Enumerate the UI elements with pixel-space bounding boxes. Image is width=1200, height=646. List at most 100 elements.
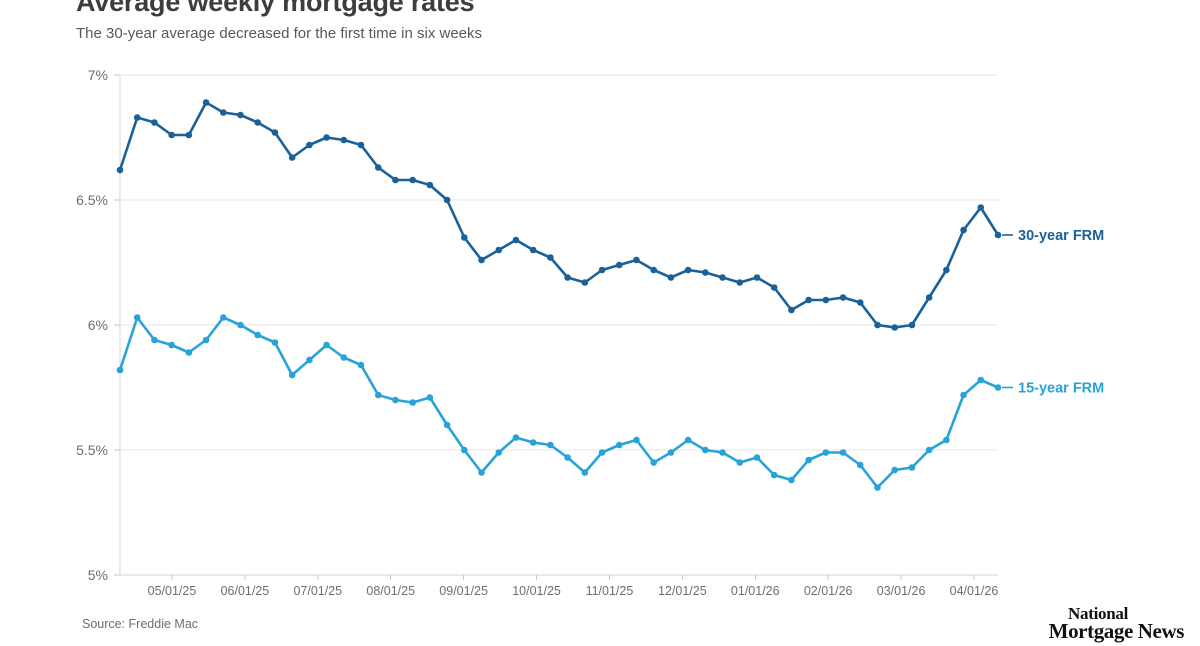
data-point <box>650 459 657 466</box>
data-point <box>271 129 279 136</box>
data-point <box>202 336 210 344</box>
data-point <box>770 284 778 291</box>
data-point <box>340 354 348 361</box>
data-point <box>684 436 692 444</box>
gridlines-group <box>120 74 998 576</box>
data-point <box>615 441 623 449</box>
data-point <box>994 384 1002 391</box>
data-point <box>943 436 950 444</box>
data-point <box>805 296 812 304</box>
data-point <box>702 269 709 276</box>
data-point <box>168 341 175 349</box>
brand-logo: National Mortgage News <box>1016 606 1184 646</box>
legend-label-30-year-frm: 30-year FRM <box>1018 228 1104 244</box>
data-point <box>495 246 503 254</box>
data-point <box>650 266 657 274</box>
data-point <box>633 256 640 264</box>
data-point <box>943 266 950 274</box>
data-point <box>753 274 761 281</box>
x-axis-tick-label: 05/01/25 <box>148 584 197 598</box>
data-point <box>667 274 675 281</box>
legend-group: 30-year FRM 15-year FRM <box>1002 228 1104 397</box>
data-point <box>357 141 365 149</box>
data-point <box>512 434 520 441</box>
data-point <box>219 109 227 116</box>
data-point <box>271 339 279 346</box>
data-point <box>719 449 726 456</box>
x-axis-labels-group: 05/01/25 06/01/25 07/01/25 08/01/25 09/01/25… <box>148 575 998 598</box>
data-point <box>753 454 761 461</box>
data-point <box>874 321 881 329</box>
legend-label-15-year-frm: 15-year FRM <box>1018 381 1104 397</box>
data-point <box>547 254 554 261</box>
data-point <box>461 234 468 241</box>
data-point <box>374 164 382 171</box>
x-axis-tick-label: 02/01/26 <box>804 584 853 598</box>
data-point <box>891 324 899 331</box>
data-point <box>994 231 1002 239</box>
data-point <box>116 166 124 174</box>
data-point <box>151 336 158 344</box>
data-point <box>478 469 485 476</box>
data-point <box>822 296 830 304</box>
data-point <box>512 236 520 244</box>
source-note: Source: Freddie Mac <box>82 617 199 631</box>
x-axis-tick-label: 12/01/25 <box>658 584 707 598</box>
page-title: Average weekly mortgage rates <box>76 0 475 17</box>
data-point <box>306 141 313 149</box>
data-point <box>564 274 571 281</box>
data-point <box>891 466 899 474</box>
data-point <box>237 111 244 119</box>
data-point <box>288 371 296 379</box>
data-point <box>151 119 158 126</box>
data-point <box>306 356 313 364</box>
data-point <box>323 134 330 141</box>
data-point <box>736 279 744 286</box>
x-axis-tick-label: 01/01/26 <box>731 584 780 598</box>
chart-header: Average weekly mortgage rates The 30-yea… <box>76 0 1076 44</box>
data-point <box>564 454 571 461</box>
chart-plot-area: 7% 6.5% 6% 5.5% 5% 05/01/25 06/01/25 07/01/25 0… <box>76 67 1104 598</box>
data-point <box>598 266 606 274</box>
series-line-15-year <box>118 316 1000 489</box>
data-point <box>529 439 537 446</box>
data-point <box>168 131 175 139</box>
data-point <box>960 391 967 399</box>
data-point <box>443 421 451 429</box>
x-axis-tick-label: 10/01/25 <box>512 584 561 598</box>
data-point <box>615 261 623 269</box>
data-point <box>633 436 640 444</box>
data-point <box>977 204 985 211</box>
y-axis-tick-label: 5.5% <box>76 442 108 458</box>
data-point <box>581 469 589 476</box>
series-group <box>116 99 1002 491</box>
data-point <box>684 266 692 274</box>
data-point <box>323 341 330 349</box>
data-point <box>357 361 365 369</box>
data-point <box>409 399 416 406</box>
chart-card: Average weekly mortgage rates The 30-yea… <box>76 0 1184 642</box>
data-point <box>409 176 416 184</box>
y-axis-tick-label: 7% <box>88 67 108 83</box>
data-point <box>788 306 795 314</box>
series-line-30-year <box>118 101 1000 329</box>
data-point <box>340 136 348 144</box>
data-point <box>443 196 451 204</box>
data-point <box>788 476 795 484</box>
data-point <box>185 349 193 356</box>
data-point <box>529 246 537 254</box>
x-axis-tick-label: 09/01/25 <box>439 584 488 598</box>
data-point <box>839 294 847 301</box>
data-point <box>495 449 503 456</box>
data-point <box>856 299 864 306</box>
x-axis-tick-label: 03/01/26 <box>877 584 926 598</box>
data-point <box>908 464 916 471</box>
data-point <box>581 279 589 286</box>
brand-logo-line1: National <box>1068 606 1128 623</box>
data-point <box>908 321 916 329</box>
data-point <box>805 456 812 464</box>
data-point <box>960 226 967 234</box>
data-point <box>736 459 744 466</box>
data-point <box>719 274 726 281</box>
data-point <box>133 114 141 121</box>
